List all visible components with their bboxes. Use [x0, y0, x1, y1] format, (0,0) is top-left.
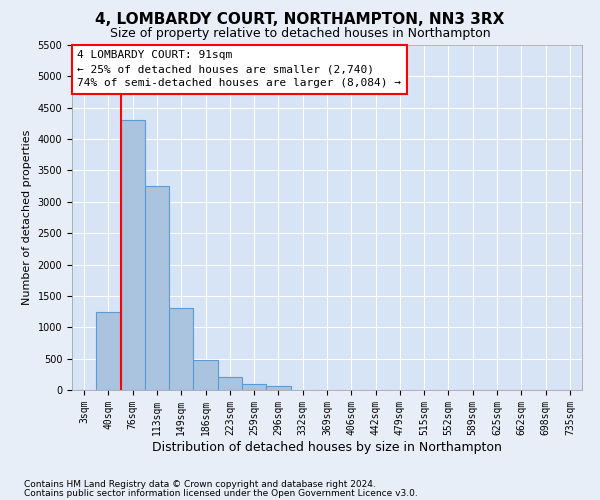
Text: 4 LOMBARDY COURT: 91sqm
← 25% of detached houses are smaller (2,740)
74% of semi: 4 LOMBARDY COURT: 91sqm ← 25% of detache… [77, 50, 401, 88]
Y-axis label: Number of detached properties: Number of detached properties [22, 130, 32, 305]
Bar [121, 120, 145, 390]
Bar [266, 386, 290, 390]
Text: Contains public sector information licensed under the Open Government Licence v3: Contains public sector information licen… [24, 489, 418, 498]
Bar [169, 308, 193, 390]
Bar [145, 186, 169, 390]
Text: 4, LOMBARDY COURT, NORTHAMPTON, NN3 3RX: 4, LOMBARDY COURT, NORTHAMPTON, NN3 3RX [95, 12, 505, 28]
Bar [193, 360, 218, 390]
Bar [218, 378, 242, 390]
Text: Contains HM Land Registry data © Crown copyright and database right 2024.: Contains HM Land Registry data © Crown c… [24, 480, 376, 489]
X-axis label: Distribution of detached houses by size in Northampton: Distribution of detached houses by size … [152, 440, 502, 454]
Text: Size of property relative to detached houses in Northampton: Size of property relative to detached ho… [110, 28, 490, 40]
Bar [96, 312, 121, 390]
Bar [242, 384, 266, 390]
